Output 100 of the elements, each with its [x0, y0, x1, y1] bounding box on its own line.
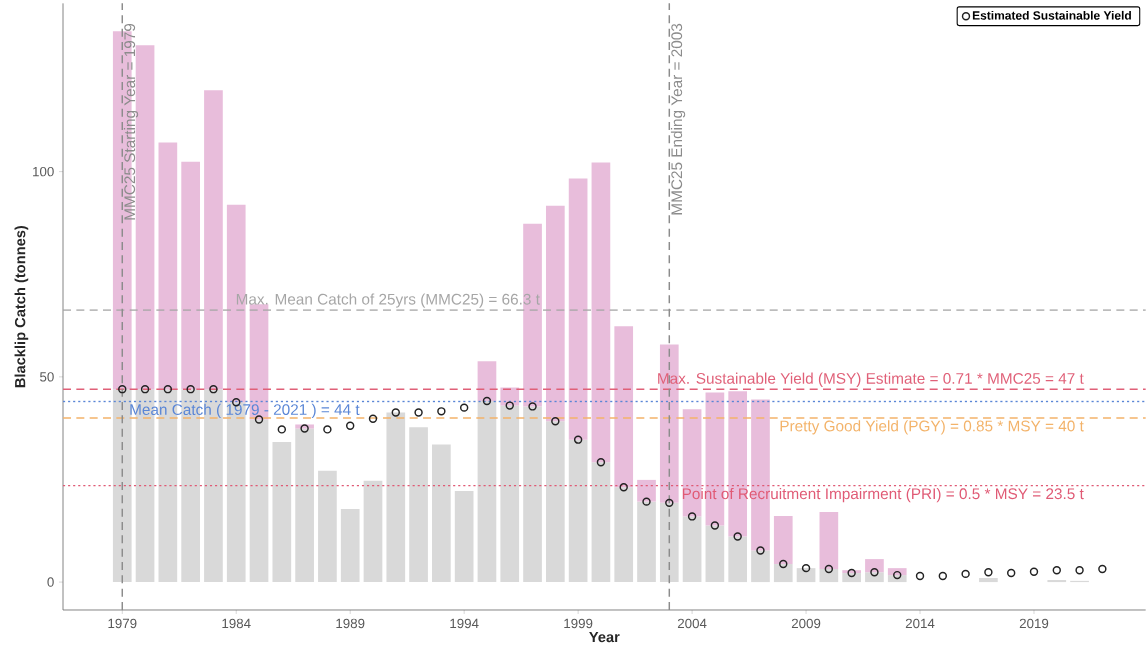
x-tick-label: 2014 — [905, 618, 935, 629]
bar — [545, 421, 565, 583]
bar — [158, 142, 178, 390]
point — [619, 483, 628, 492]
bar — [249, 419, 269, 583]
bar — [112, 389, 132, 583]
bar — [591, 162, 611, 463]
bar — [865, 572, 884, 583]
point — [687, 512, 697, 521]
point — [414, 408, 423, 417]
x-tick-label: 1999 — [564, 618, 593, 629]
bar — [363, 480, 383, 583]
bar — [386, 412, 406, 583]
point — [505, 401, 514, 410]
ref-line-label: Pretty Good Yield (PGY) = 0.85 * MSY = 40 t — [780, 420, 1084, 435]
x-axis-title: Year — [589, 631, 620, 643]
bar — [865, 559, 884, 573]
point — [323, 425, 332, 434]
bar — [819, 511, 839, 569]
ref-line-label: MMC25 Starting Year = 1979 — [123, 23, 139, 220]
ref-line-label: MMC25 Ending Year = 2003 — [670, 23, 686, 215]
bar — [500, 405, 520, 583]
point — [118, 384, 127, 394]
bar — [751, 550, 770, 583]
point — [551, 416, 560, 426]
x-tick-label: 2019 — [1019, 618, 1049, 629]
bar — [591, 462, 611, 583]
bar — [659, 502, 679, 583]
bar — [637, 479, 656, 502]
point — [163, 384, 173, 394]
bar — [682, 516, 702, 583]
point — [437, 407, 446, 416]
bar — [819, 568, 839, 583]
bar — [477, 401, 497, 583]
bar — [614, 487, 634, 583]
point — [870, 568, 879, 577]
bar — [545, 205, 565, 422]
bar — [340, 509, 360, 583]
point — [984, 568, 993, 577]
point — [209, 384, 218, 394]
bar — [318, 470, 337, 583]
bar — [979, 577, 998, 583]
ref-line-label: Mean Catch ( 1979 - 2021 ) = 44 t — [130, 403, 360, 419]
bar — [614, 326, 634, 488]
point — [1098, 564, 1107, 574]
point — [938, 571, 948, 581]
point — [1029, 567, 1039, 577]
point — [277, 425, 287, 434]
bar — [637, 501, 656, 583]
point — [779, 559, 788, 569]
point — [528, 402, 537, 411]
bar — [432, 444, 451, 583]
y-tick-label: 100 — [33, 166, 54, 177]
bar — [796, 568, 816, 583]
bar — [181, 161, 200, 390]
bar — [295, 428, 314, 583]
point — [391, 408, 400, 417]
x-tick-label: 1984 — [222, 618, 251, 629]
point — [733, 532, 742, 541]
bar — [728, 536, 748, 583]
x-tick-label: 1989 — [336, 618, 365, 629]
bar — [204, 90, 223, 390]
bar — [272, 442, 292, 583]
bar — [454, 490, 474, 583]
point — [1052, 565, 1061, 575]
point — [801, 563, 811, 573]
bar — [523, 406, 542, 583]
bar — [568, 178, 588, 440]
point — [254, 415, 264, 424]
bar — [773, 564, 793, 583]
x-tick-label: 2009 — [791, 618, 821, 629]
point — [345, 421, 355, 430]
point — [596, 458, 606, 467]
point — [915, 571, 925, 581]
bar — [842, 573, 861, 583]
y-axis-title: Blacklip Catch (tonnes) — [14, 225, 29, 388]
point — [642, 497, 651, 506]
y-tick-label: 50 — [40, 372, 54, 382]
point — [710, 521, 720, 530]
bar — [705, 525, 725, 583]
point — [824, 564, 834, 574]
bar — [568, 439, 588, 583]
point — [893, 570, 902, 580]
bar — [409, 427, 428, 583]
point — [459, 403, 469, 412]
point — [300, 424, 309, 433]
point — [186, 384, 195, 394]
point — [1075, 565, 1084, 575]
point — [368, 414, 378, 423]
bar — [773, 516, 793, 565]
x-tick-label: 2004 — [677, 618, 707, 629]
point — [756, 546, 765, 555]
bar — [477, 361, 497, 402]
point — [665, 498, 674, 508]
x-tick-label: 1994 — [450, 618, 479, 629]
legend-label: Estimated Sustainable Yield — [972, 10, 1131, 20]
y-tick-label: 0 — [47, 577, 54, 587]
point — [140, 384, 150, 394]
x-tick-label: 1979 — [108, 618, 137, 629]
point — [847, 568, 856, 578]
